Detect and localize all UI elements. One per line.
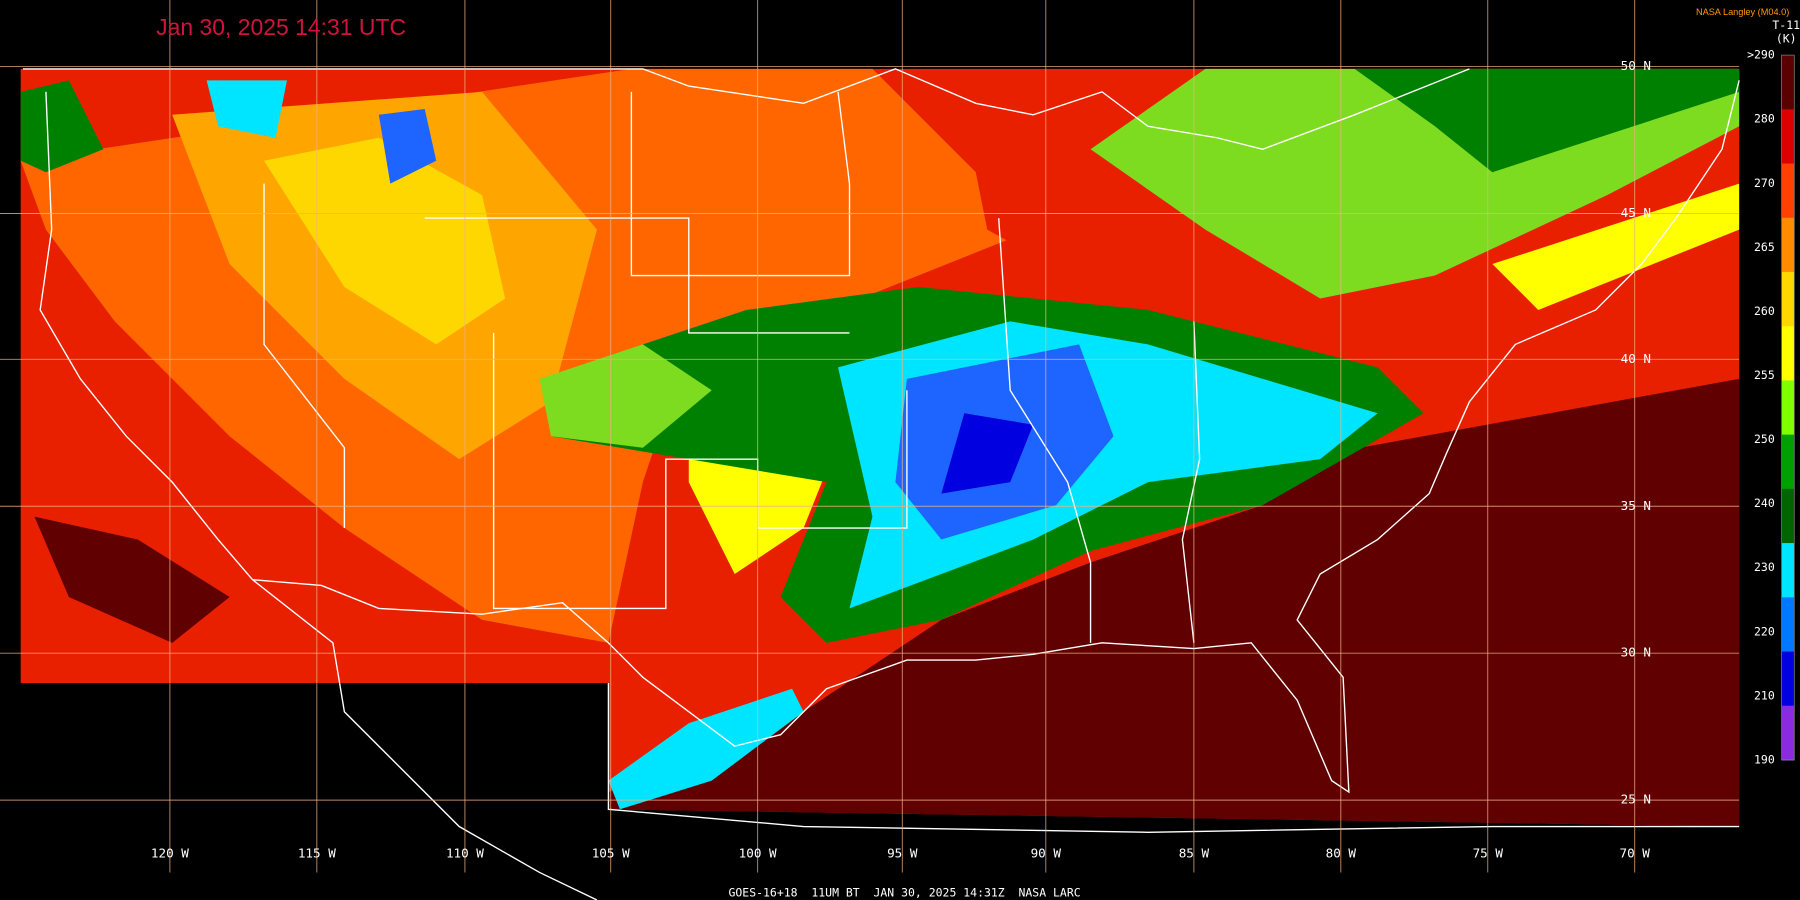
longitude-label: 105 W: [592, 846, 630, 861]
border: [492, 332, 908, 610]
legend-label: 250: [1754, 432, 1775, 446]
legend-label: >290: [1747, 48, 1775, 62]
legend-label: 230: [1754, 560, 1775, 574]
legend-unit: (K): [1776, 32, 1797, 46]
pacific-region: [34, 516, 230, 643]
graticule: [0, 0, 1740, 873]
longitude-label: 90 W: [1031, 846, 1062, 861]
latitude-label: 40 N: [1621, 351, 1651, 366]
color-swatch: [1781, 705, 1795, 761]
longitude-label: 75 W: [1473, 846, 1504, 861]
legend-label: 255: [1754, 368, 1775, 382]
cloud-region: [941, 413, 1034, 494]
latitude-label: 50 N: [1621, 58, 1651, 73]
longitude-label: 115 W: [298, 846, 336, 861]
legend-label: 210: [1754, 688, 1775, 702]
coastline: [39, 80, 1740, 794]
cloud-region: [539, 344, 712, 448]
border: [630, 91, 851, 277]
color-swatch: [1781, 217, 1795, 273]
legend-label: 220: [1754, 624, 1775, 638]
cloud-region: [264, 137, 506, 345]
border: [1181, 321, 1201, 643]
credit: NASA Langley (M04.0): [1696, 7, 1789, 17]
color-swatch: [1781, 271, 1795, 327]
cloud-region: [1354, 68, 1740, 173]
coastline: [252, 579, 598, 900]
border: [263, 183, 346, 529]
longitude-label: 110 W: [446, 846, 484, 861]
longitude-label: 80 W: [1326, 846, 1357, 861]
latitude-label: 45 N: [1621, 205, 1651, 220]
border: [607, 683, 1740, 833]
border: [22, 68, 1470, 150]
color-swatch: [1781, 488, 1795, 544]
latitude-label: 35 N: [1621, 498, 1651, 513]
latitude-label: 30 N: [1621, 645, 1651, 660]
cloud-region: [608, 688, 804, 810]
footer: GOES-16+18 11UM BT JAN 30, 2025 14:31Z N…: [729, 886, 1081, 900]
color-swatch: [1781, 163, 1795, 219]
imagery: [20, 68, 1740, 827]
legend-label: 265: [1754, 240, 1775, 254]
cloud-region: [206, 80, 287, 138]
ocean-region: [608, 378, 1740, 827]
color-swatch: [1781, 651, 1795, 707]
color-swatch: [1781, 326, 1795, 381]
longitude-label: 95 W: [887, 846, 918, 861]
longitude-label: 100 W: [739, 846, 777, 861]
border: [998, 218, 1092, 643]
color-swatch: [1781, 109, 1795, 165]
longitude-label: 70 W: [1620, 846, 1651, 861]
color-swatch: [1781, 543, 1795, 598]
borders: [22, 68, 1740, 900]
cloud-region: [378, 109, 437, 184]
color-swatch: [1781, 597, 1795, 653]
legend-title: T-11: [1772, 18, 1800, 32]
longitude-label: 120 W: [151, 846, 189, 861]
color-bar-frame: [1781, 54, 1795, 761]
color-swatch: [1781, 434, 1795, 490]
longitude-label: 85 W: [1179, 846, 1210, 861]
legend-label: 190: [1754, 752, 1775, 766]
legend-label: 240: [1754, 496, 1775, 510]
timestamp: Jan 30, 2025 14:31 UTC: [156, 14, 406, 40]
legend-label: 270: [1754, 176, 1775, 190]
legend-label: 280: [1754, 112, 1775, 126]
color-swatch: [1781, 55, 1795, 110]
legend-label: 260: [1754, 304, 1775, 318]
latitude-label: 25 N: [1621, 792, 1651, 807]
cloud-region: [20, 80, 104, 173]
color-swatch: [1781, 380, 1795, 436]
